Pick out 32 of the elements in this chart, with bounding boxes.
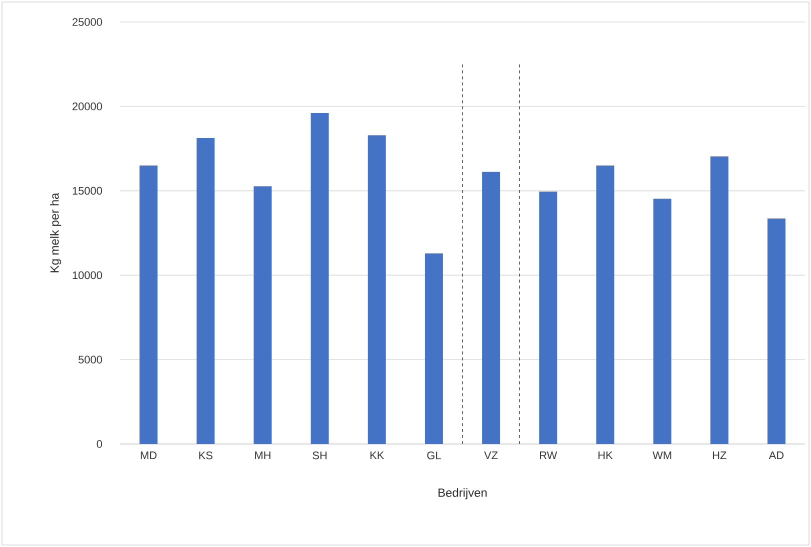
bar <box>596 165 614 444</box>
x-tick-label: AD <box>768 452 784 460</box>
x-tick-label: MH <box>255 452 270 460</box>
bar <box>482 172 500 444</box>
x-tick-label: MD <box>140 452 157 460</box>
x-tick-label: KK <box>370 452 384 460</box>
bar <box>767 218 786 444</box>
bar <box>368 135 386 444</box>
y-tick-label: 10000 <box>72 271 102 280</box>
x-tick-label: HZ <box>712 452 726 460</box>
bar <box>310 112 329 444</box>
x-tick-label: WM <box>652 452 672 460</box>
y-tick-label: 5000 <box>78 356 102 364</box>
x-tick-label: RW <box>540 452 558 460</box>
x-tick-label: SH <box>312 452 327 460</box>
bar <box>424 253 443 444</box>
x-tick-label: GL <box>427 452 441 460</box>
bar <box>710 156 728 444</box>
y-axis-title: Kg melk per ha <box>50 192 62 272</box>
y-tick-label: 20000 <box>72 102 102 110</box>
x-axis-title: Bedrijven <box>438 488 487 500</box>
bar <box>254 186 272 444</box>
y-tick-label: 0 <box>96 440 102 448</box>
y-tick-label: 25000 <box>72 18 102 26</box>
bar <box>196 138 215 444</box>
y-tick-label: 15000 <box>72 186 102 195</box>
bar <box>539 192 558 444</box>
bar <box>140 165 158 444</box>
x-tick-label: KS <box>199 452 212 460</box>
x-tick-label: VZ <box>484 452 498 460</box>
bar <box>653 198 672 444</box>
x-tick-label: HK <box>598 452 613 460</box>
